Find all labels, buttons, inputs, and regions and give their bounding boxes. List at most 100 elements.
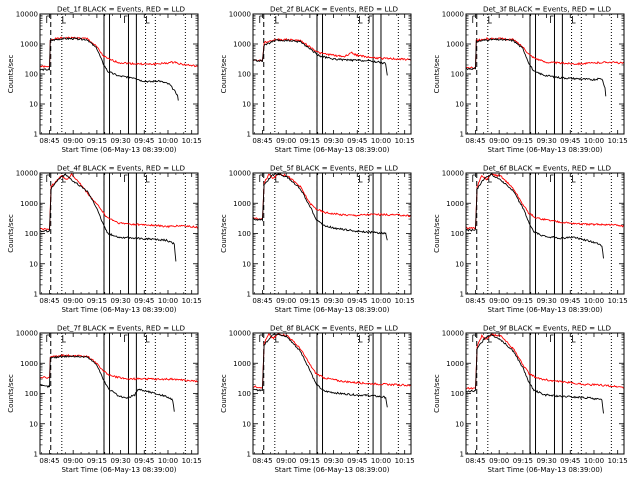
series-group — [466, 173, 624, 259]
x-tick-label: 08:45 — [465, 137, 485, 145]
series-line-lld — [253, 333, 411, 389]
y-tick-label: 10 — [29, 101, 38, 109]
x-tick-label: 09:00 — [489, 297, 509, 305]
marker-glyph — [572, 335, 576, 343]
series-group — [253, 173, 411, 241]
x-tick-label: 10:00 — [371, 137, 391, 145]
y-tick-label: 100 — [451, 390, 464, 398]
series-line-events — [40, 354, 175, 412]
x-tick-label: 10:15 — [182, 137, 202, 145]
x-tick-label: 09:15 — [513, 137, 533, 145]
x-tick-label: 09:00 — [276, 137, 296, 145]
y-tick-label: 1 — [34, 291, 38, 299]
y-tick-label: 10 — [242, 101, 251, 109]
marker-glyph — [62, 16, 66, 24]
x-tick-label: 10:15 — [608, 457, 628, 465]
chart-title: Det_1f BLACK = Events, RED = LLD — [57, 5, 186, 14]
series-group — [253, 37, 411, 76]
plot-frame — [465, 332, 625, 455]
y-tick-label: 1 — [247, 451, 251, 459]
x-tick-label: 09:30 — [536, 137, 556, 145]
series-line-lld — [40, 353, 198, 383]
y-tick-label: 10000 — [16, 170, 38, 178]
y-tick-label: 1000 — [20, 200, 38, 208]
series-group — [40, 353, 198, 412]
x-tick-label: 09:00 — [276, 297, 296, 305]
series-line-events — [466, 334, 604, 414]
series-line-events — [253, 173, 388, 241]
y-tick-label: 10 — [455, 420, 464, 428]
x-tick-label: 09:30 — [323, 137, 343, 145]
y-tick-label: 10000 — [229, 11, 251, 19]
y-tick-label: 1000 — [446, 200, 464, 208]
x-tick-label: 09:15 — [513, 297, 533, 305]
x-tick-label: 09:45 — [560, 297, 580, 305]
marker-glyph — [146, 175, 150, 183]
marker-glyph — [550, 334, 554, 342]
y-tick-label: 10 — [242, 420, 251, 428]
x-tick-label: 09:30 — [110, 297, 130, 305]
y-axis-label: Counts/sec — [7, 214, 15, 253]
plot-frame — [252, 172, 412, 295]
chart-title: Det_5f BLACK = Events, RED = LLD — [270, 164, 399, 173]
x-tick-label: 09:00 — [489, 137, 509, 145]
x-tick-label: 09:45 — [560, 457, 580, 465]
marker-glyph — [275, 16, 279, 24]
x-tick-label: 09:15 — [300, 457, 320, 465]
y-tick-label: 1000 — [233, 360, 251, 368]
marker-glyph — [62, 335, 66, 343]
y-tick-label: 1000 — [233, 41, 251, 49]
plot-frame — [465, 13, 625, 135]
x-axis-label: Start Time (06-May-13 08:39:00) — [61, 306, 176, 314]
x-tick-label: 10:15 — [395, 297, 415, 305]
y-tick-label: 100 — [451, 71, 464, 79]
series-line-events — [466, 37, 607, 97]
x-tick-label: 10:00 — [371, 297, 391, 305]
y-tick-label: 1000 — [233, 200, 251, 208]
chart-panel-3: 1 10 100 1000 10000 08:45 09:00 09:15 09:30 09:45… — [433, 5, 628, 155]
chart-panel-8: 1 10 100 1000 10000 08:45 09:00 09:15 09:30 09:45… — [220, 324, 415, 475]
y-tick-label: 100 — [25, 390, 38, 398]
plot-frame — [465, 172, 625, 295]
y-tick-label: 1 — [460, 131, 464, 139]
x-tick-label: 09:30 — [110, 137, 130, 145]
y-tick-label: 1 — [34, 131, 38, 139]
x-tick-label: 09:15 — [87, 137, 107, 145]
chart-panel-7: 1 10 100 1000 10000 08:45 09:00 09:15 09:30 09:45… — [7, 324, 202, 475]
y-axis-label: Counts/sec — [220, 214, 228, 253]
marker-glyph — [359, 16, 363, 24]
x-tick-label: 10:15 — [395, 457, 415, 465]
x-tick-label: 09:45 — [347, 457, 367, 465]
x-axis-label: Start Time (06-May-13 08:39:00) — [487, 466, 602, 474]
marker-glyph — [124, 174, 128, 182]
x-axis-label: Start Time (06-May-13 08:39:00) — [61, 466, 176, 474]
x-tick-label: 09:45 — [347, 297, 367, 305]
x-axis-label: Start Time (06-May-13 08:39:00) — [274, 306, 389, 314]
x-tick-label: 09:00 — [63, 137, 83, 145]
series-line-lld — [253, 173, 411, 221]
y-tick-label: 10 — [29, 420, 38, 428]
marker-glyph — [488, 16, 492, 24]
x-tick-label: 09:00 — [63, 297, 83, 305]
marker-glyph — [275, 175, 279, 183]
x-axis-label: Start Time (06-May-13 08:39:00) — [61, 146, 176, 154]
chart-title: Det_9f BLACK = Events, RED = LLD — [483, 324, 612, 333]
x-axis-label: Start Time (06-May-13 08:39:00) — [274, 146, 389, 154]
x-tick-label: 09:30 — [323, 297, 343, 305]
x-tick-label: 10:15 — [608, 137, 628, 145]
series-line-events — [253, 333, 388, 408]
y-tick-label: 1 — [460, 291, 464, 299]
x-tick-label: 08:45 — [39, 137, 59, 145]
x-tick-label: 09:45 — [134, 297, 154, 305]
x-tick-label: 09:30 — [323, 457, 343, 465]
marker-glyph — [368, 15, 373, 23]
y-tick-label: 10000 — [229, 170, 251, 178]
marker-glyph — [572, 175, 576, 183]
series-line-lld — [466, 333, 624, 390]
y-axis-label: Counts/sec — [433, 374, 441, 413]
x-tick-label: 09:00 — [276, 457, 296, 465]
x-tick-label: 10:15 — [182, 297, 202, 305]
x-tick-label: 10:15 — [182, 457, 202, 465]
plot-frame — [39, 332, 199, 455]
